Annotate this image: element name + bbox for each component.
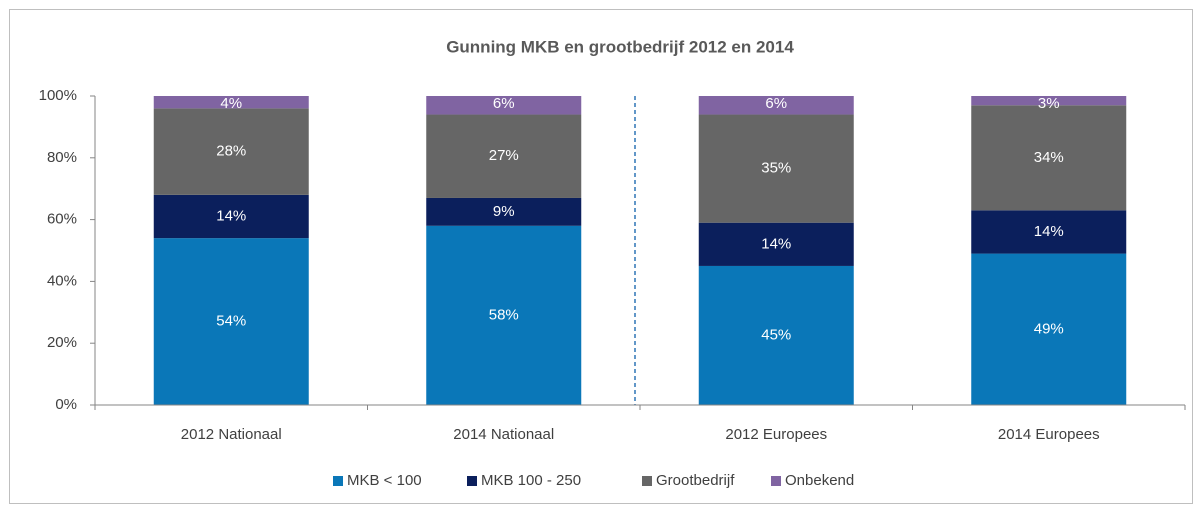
- bar-segment: [426, 225, 582, 405]
- bar-segment: [971, 105, 1127, 211]
- value-label: 9%: [493, 203, 515, 220]
- y-tick-label: 80%: [47, 149, 77, 166]
- y-tick-label: 60%: [47, 211, 77, 228]
- value-label: 28%: [216, 143, 246, 160]
- bar-segment: [698, 222, 854, 266]
- x-tick-label: 2014 Nationaal: [453, 426, 554, 443]
- value-label: 14%: [1034, 223, 1064, 240]
- value-label: 6%: [765, 95, 787, 112]
- y-tick-label: 40%: [47, 272, 77, 289]
- value-label: 14%: [216, 207, 246, 224]
- value-label: 4%: [220, 95, 242, 112]
- x-tick-label: 2012 Nationaal: [181, 426, 282, 443]
- bar-segment: [698, 114, 854, 223]
- value-label: 45%: [761, 326, 791, 343]
- value-label: 54%: [216, 313, 246, 330]
- legend-swatch: [333, 476, 343, 486]
- chart-title: Gunning MKB en grootbedrijf 2012 en 2014: [446, 37, 794, 56]
- bar-segment: [971, 253, 1127, 405]
- bar-segment: [426, 114, 582, 198]
- value-label: 27%: [489, 147, 519, 164]
- y-tick-label: 20%: [47, 334, 77, 351]
- bar-segment: [971, 96, 1127, 106]
- legend-label: MKB 100 - 250: [481, 472, 581, 489]
- legend-swatch: [642, 476, 652, 486]
- bar-segment: [426, 197, 582, 226]
- y-tick-label: 0%: [55, 396, 77, 413]
- legend-swatch: [771, 476, 781, 486]
- bar-segment: [153, 194, 309, 239]
- x-tick-label: 2014 Europees: [998, 426, 1100, 443]
- value-label: 6%: [493, 95, 515, 112]
- bar-segment: [426, 96, 582, 115]
- bar-segment: [153, 96, 309, 109]
- legend-label: MKB < 100: [347, 472, 422, 489]
- bar-segment: [153, 238, 309, 405]
- value-label: 58%: [489, 306, 519, 323]
- bar-segment: [698, 96, 854, 115]
- value-label: 49%: [1034, 320, 1064, 337]
- legend-swatch: [467, 476, 477, 486]
- bar-segment: [971, 210, 1127, 254]
- value-label: 35%: [761, 160, 791, 177]
- value-label: 34%: [1034, 149, 1064, 166]
- legend-label: Grootbedrijf: [656, 472, 735, 489]
- bar-segment: [153, 108, 309, 195]
- y-tick-label: 100%: [39, 87, 77, 104]
- legend-label: Onbekend: [785, 472, 854, 489]
- bar-segment: [698, 265, 854, 405]
- value-label: 14%: [761, 235, 791, 252]
- x-tick-label: 2012 Europees: [725, 426, 827, 443]
- value-label: 3%: [1038, 95, 1060, 112]
